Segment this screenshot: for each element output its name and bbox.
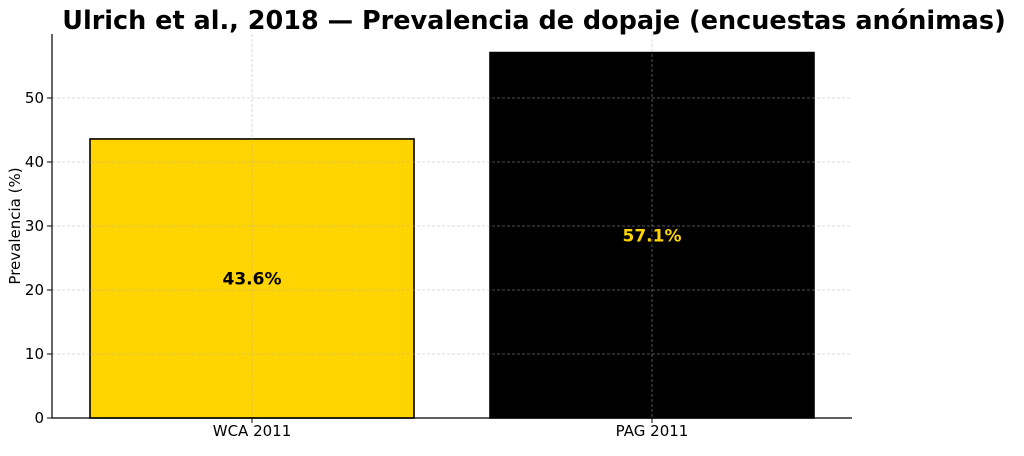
x-tick-label: WCA 2011: [213, 422, 292, 440]
y-tick-label: 50: [25, 89, 44, 107]
y-tick-label: 0: [34, 409, 44, 427]
y-tick-label: 20: [25, 281, 44, 299]
y-tick-label: 40: [25, 153, 44, 171]
data-label: 57.1%: [623, 226, 682, 246]
y-tick-label: 10: [25, 345, 44, 363]
y-axis-label: Prevalencia (%): [6, 167, 24, 284]
x-tick-label: PAG 2011: [616, 422, 689, 440]
y-tick-label: 30: [25, 217, 44, 235]
data-label: 43.6%: [223, 269, 282, 289]
chart-title: Ulrich et al., 2018 — Prevalencia de dop…: [62, 6, 1005, 36]
